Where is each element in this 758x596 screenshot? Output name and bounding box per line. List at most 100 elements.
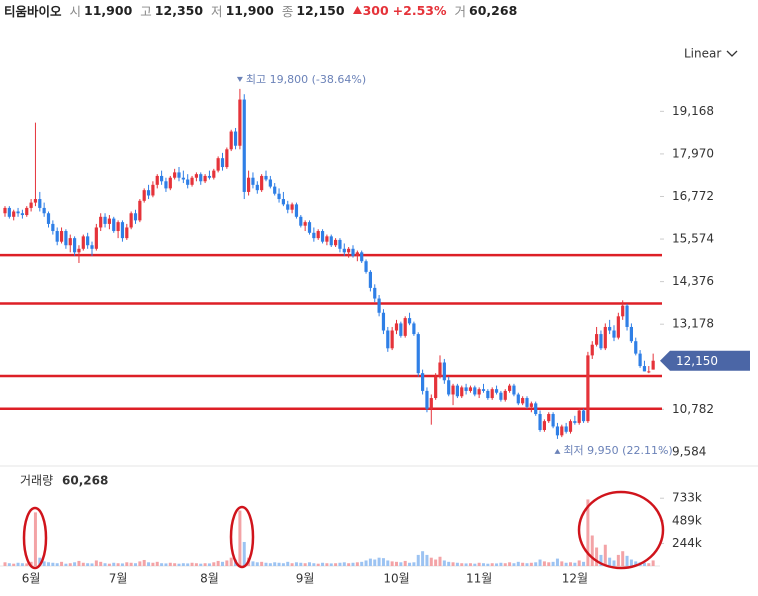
candle-body (325, 236, 329, 242)
candle-body (555, 426, 560, 436)
volume-tick-label: 489k (672, 513, 702, 527)
scale-mode[interactable]: Linear (684, 47, 721, 61)
candle-body (42, 207, 46, 214)
candle-body (364, 261, 368, 272)
candle-body (394, 323, 399, 331)
volume-bar (590, 535, 594, 566)
candle-body (403, 318, 407, 336)
volume-bar (168, 562, 172, 566)
change: 300 (362, 2, 389, 18)
marks: 9,584 10,782 13,178 14,376 15,574 16,772 17,97… (0, 73, 750, 586)
candle-body (455, 385, 459, 397)
volume-bar (525, 563, 529, 566)
candle-body (138, 200, 142, 221)
candle-body (55, 231, 59, 242)
volume-bar (408, 562, 412, 566)
volume-bar (194, 563, 198, 566)
volume-bar (425, 554, 429, 566)
candle-body (107, 218, 111, 224)
candle-body (307, 222, 312, 233)
candle-body (342, 248, 346, 253)
volume-bar (508, 562, 512, 566)
volume-bar (33, 512, 37, 566)
candle-body (112, 218, 116, 232)
candle-body (612, 330, 616, 338)
volume-bar (55, 563, 59, 566)
volume-bar (129, 562, 133, 566)
volume-bar (490, 563, 494, 566)
volume-bar (112, 562, 116, 566)
candle-body (560, 426, 564, 436)
candle-body (503, 390, 507, 400)
candle-body (86, 236, 90, 246)
volume-bar (521, 562, 525, 566)
volume-bar (595, 547, 599, 566)
volume-bar (64, 563, 68, 566)
current-price-label: 12,150 (676, 354, 718, 368)
candle-body (586, 355, 590, 422)
candle-body (7, 207, 11, 217)
candle-body (621, 305, 625, 317)
stock-name: 티움바이오 (4, 3, 62, 19)
volume-bar (516, 561, 520, 566)
y-tick-label: 9,584 (672, 444, 706, 458)
volume-bar (616, 554, 620, 566)
candle-body (551, 414, 555, 427)
x-tick-label: 6월 (22, 572, 41, 586)
dropdown-chevron[interactable] (726, 50, 738, 57)
candle-body (64, 231, 68, 246)
candle-body (51, 223, 55, 232)
volume-last: 60,268 (62, 474, 108, 488)
candle-body (255, 184, 259, 191)
volume-bar (603, 544, 607, 566)
volume-bar (642, 562, 646, 566)
candle-body (634, 341, 638, 354)
volume-bar (29, 561, 33, 566)
volume-bar (468, 563, 472, 566)
candle-body (186, 179, 190, 185)
volume-bar (451, 562, 455, 566)
volume-bar (395, 561, 398, 566)
volume-bar (260, 561, 264, 566)
y-tick-label: 19,168 (672, 104, 714, 118)
volume-bar (20, 563, 24, 566)
volume-bar (455, 562, 459, 566)
candle-body (164, 181, 168, 189)
volume-bar (99, 561, 103, 566)
candle-body (603, 326, 607, 349)
volume-bar (473, 563, 477, 566)
candle-body (99, 216, 103, 228)
volume-bar (221, 561, 224, 566)
volume-bar (386, 560, 390, 566)
volume-bar (255, 562, 259, 566)
candle-body (233, 131, 238, 146)
candle-body (421, 373, 425, 391)
volume-bar (555, 558, 559, 566)
volume-bar (120, 563, 124, 566)
candle-body (464, 387, 468, 391)
volume-bar (103, 563, 107, 566)
volume-bar (347, 563, 351, 566)
volume-bar (86, 563, 90, 566)
candle-body (525, 398, 529, 407)
y-tick-label: 14,376 (672, 274, 714, 288)
candle-body (190, 177, 194, 185)
volume-bar (312, 563, 316, 566)
volume-bar (460, 563, 464, 566)
volume-bar (290, 563, 294, 566)
volume-bar (477, 562, 481, 566)
volume-bar (7, 563, 11, 566)
volume-bar (321, 562, 325, 566)
candle-body (355, 252, 359, 256)
close-label: 종 (281, 3, 294, 19)
candle-body (281, 199, 285, 205)
candle-body (399, 323, 403, 336)
candle-body (77, 248, 81, 253)
volume-bar (381, 558, 385, 566)
volume-bar (612, 560, 616, 566)
candle-body (647, 371, 651, 373)
candle-body (494, 389, 499, 393)
candle-body (46, 213, 51, 224)
